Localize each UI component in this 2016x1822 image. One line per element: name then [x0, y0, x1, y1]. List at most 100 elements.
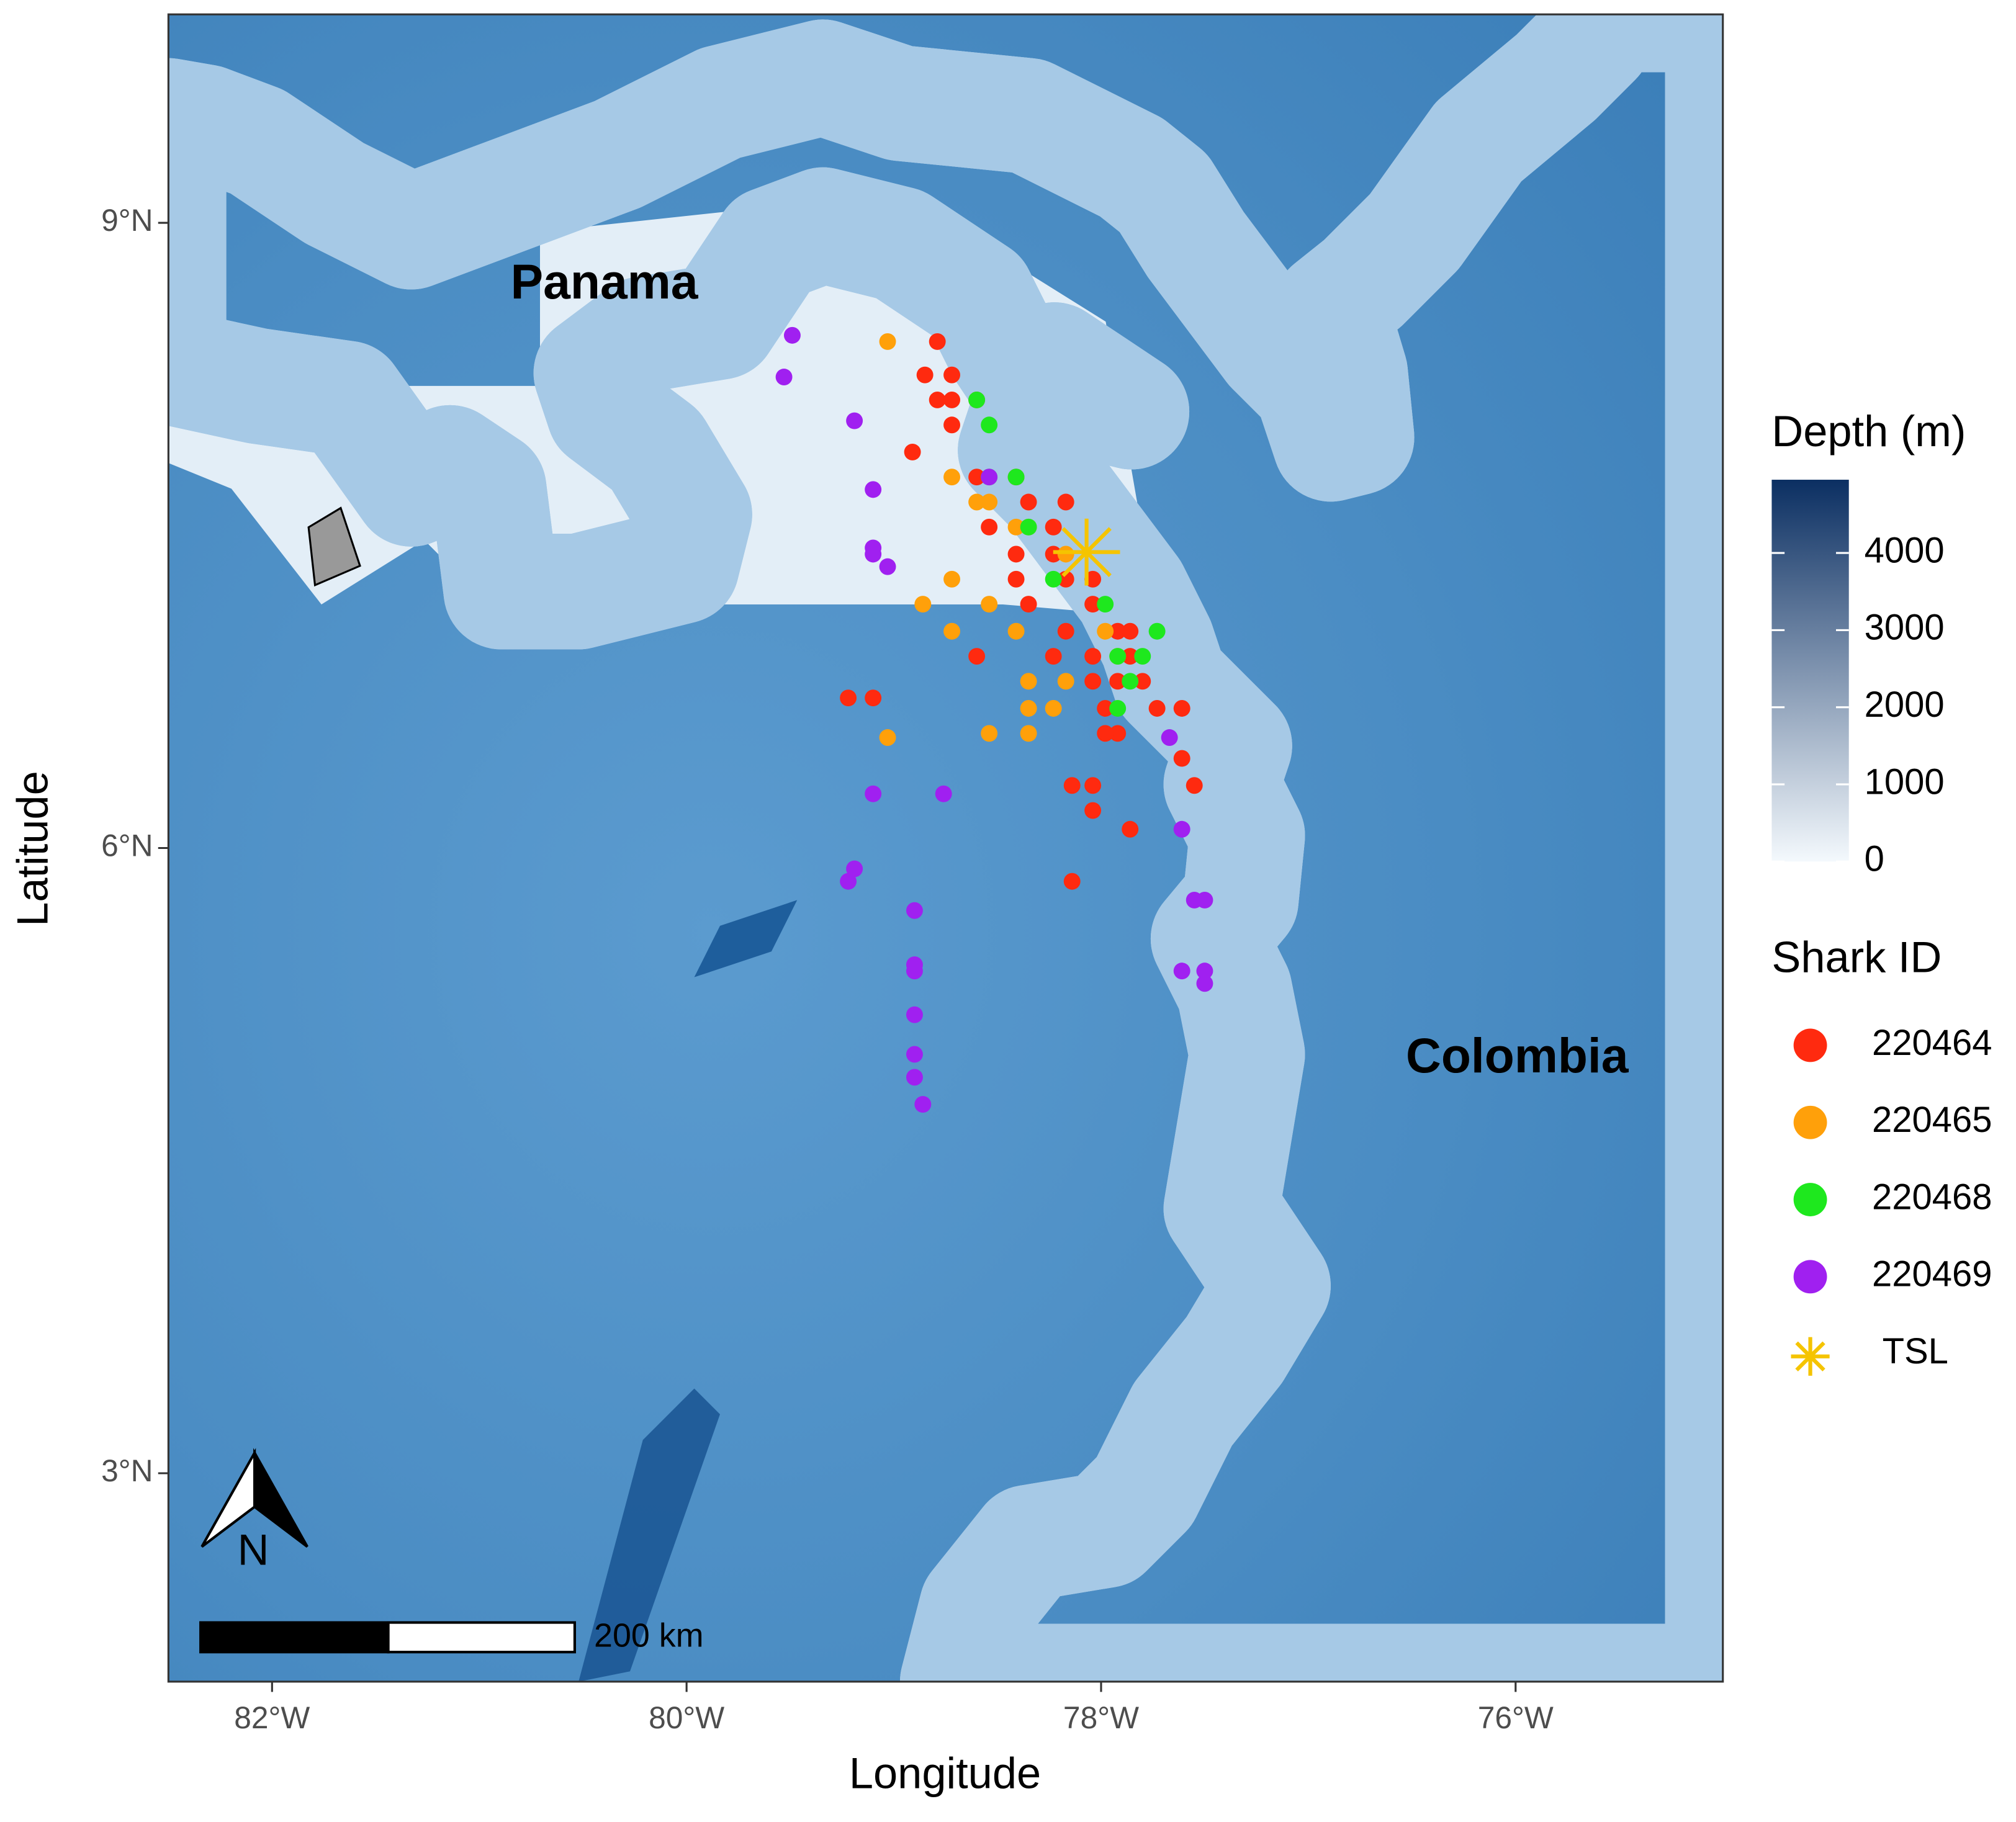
north-arrow: N	[200, 1448, 308, 1574]
point	[1057, 570, 1074, 588]
x-axis-title: Longitude	[849, 1749, 1041, 1798]
point	[1173, 750, 1190, 767]
north-label: N	[238, 1525, 269, 1574]
point	[906, 963, 923, 980]
point	[1045, 545, 1062, 563]
point	[1109, 725, 1127, 742]
point	[1057, 493, 1074, 511]
legend-label: 220468	[1872, 1177, 1992, 1217]
point	[1045, 570, 1062, 588]
point	[916, 366, 934, 384]
point	[1084, 596, 1102, 613]
point	[1057, 673, 1074, 690]
y-tick-label: 6°N	[101, 828, 153, 863]
point	[1196, 891, 1213, 909]
point	[943, 392, 961, 408]
legend-label: 220465	[1872, 1100, 1992, 1140]
point	[1161, 729, 1178, 746]
point	[943, 416, 961, 434]
trench	[578, 1388, 720, 1682]
arrow-right	[253, 1448, 308, 1548]
point	[981, 518, 998, 536]
point	[783, 326, 801, 344]
point	[929, 333, 946, 350]
point	[968, 469, 986, 486]
point	[981, 725, 998, 742]
point	[943, 469, 961, 486]
point	[1097, 700, 1114, 717]
legend-label: 220464	[1872, 1023, 1992, 1063]
point	[1007, 545, 1025, 563]
point	[1173, 820, 1190, 838]
tsl-marker	[1053, 518, 1120, 586]
y-axis-title: Latitude	[8, 771, 57, 927]
star-ray	[1795, 1341, 1825, 1371]
legend-swatch	[1793, 1260, 1827, 1294]
point	[1020, 673, 1037, 690]
point	[1097, 622, 1114, 640]
point	[906, 1069, 923, 1086]
colorbar-label: 0	[1865, 839, 1884, 879]
colorbar-label: 1000	[1865, 761, 1945, 802]
country-label: Colombia	[1406, 1028, 1629, 1083]
y-tick-label: 3°N	[101, 1453, 153, 1488]
point	[906, 1006, 923, 1023]
point	[1045, 700, 1062, 717]
point	[1122, 622, 1139, 640]
country-label: Panama	[511, 254, 699, 309]
point	[906, 1046, 923, 1063]
point	[1045, 518, 1062, 536]
point	[914, 1096, 932, 1113]
point	[1109, 673, 1127, 690]
point	[1084, 673, 1102, 690]
point	[1134, 648, 1151, 665]
point	[929, 392, 946, 408]
point	[879, 333, 896, 350]
scale-bar: 200 km	[199, 1617, 704, 1654]
point	[1020, 518, 1037, 536]
point	[981, 469, 998, 486]
point	[981, 493, 998, 511]
point	[981, 416, 998, 434]
point	[865, 785, 882, 802]
island	[307, 506, 361, 587]
point	[1007, 469, 1025, 486]
point	[840, 689, 857, 707]
point	[1134, 673, 1151, 690]
point	[968, 392, 986, 408]
trough	[694, 900, 798, 977]
points-layer	[775, 326, 1213, 1113]
point	[1007, 570, 1025, 588]
point	[1084, 570, 1102, 588]
point	[1020, 725, 1037, 742]
tsl-marker	[1791, 1337, 1830, 1376]
x-tick-label: 80°W	[649, 1700, 724, 1735]
point	[1097, 725, 1114, 742]
point	[840, 873, 857, 890]
scale-label: 200 km	[594, 1617, 704, 1654]
point	[1057, 622, 1074, 640]
point	[1186, 777, 1203, 794]
y-tick-label: 9°N	[101, 203, 153, 238]
basemap	[168, 14, 1723, 1682]
point	[1045, 648, 1062, 665]
point	[943, 622, 961, 640]
point	[1196, 963, 1213, 980]
x-tick-label: 78°W	[1063, 1700, 1139, 1735]
x-tick-label: 82°W	[234, 1700, 310, 1735]
scale-seg	[387, 1621, 577, 1654]
legend-label: 220469	[1872, 1254, 1992, 1295]
point	[1109, 622, 1127, 640]
point	[865, 689, 882, 707]
point	[1020, 493, 1037, 511]
legend-label: TSL	[1883, 1331, 1948, 1371]
legend-title: Shark ID	[1771, 932, 1942, 981]
point	[775, 369, 793, 385]
scale-seg	[199, 1621, 390, 1654]
colorbar	[1771, 480, 1849, 862]
colorbar-label: 3000	[1865, 608, 1945, 648]
point	[1057, 545, 1074, 563]
point	[968, 648, 986, 665]
point	[865, 481, 882, 498]
point	[1173, 963, 1190, 980]
